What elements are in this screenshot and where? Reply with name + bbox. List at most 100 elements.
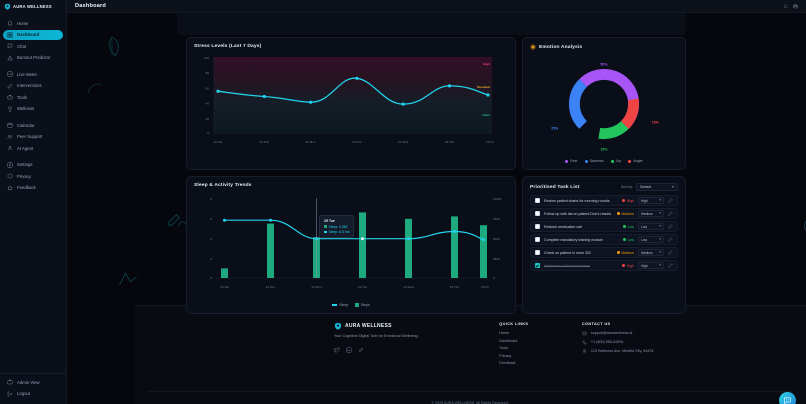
sidebar-label: Tools (17, 94, 28, 100)
priority-select[interactable]: High ▾ (638, 197, 664, 204)
sidebar-item-feedback[interactable]: Feedback (3, 183, 63, 193)
sidebar-item-logout[interactable]: Logout (3, 389, 63, 399)
table-row[interactable]: Restock medication cart Low Low ▾ (530, 221, 678, 232)
users-icon (7, 134, 13, 140)
task-name: Follow up with lab on patient Doe's resu… (544, 211, 612, 216)
sidebar-item-peer-support[interactable]: Peer Support (3, 132, 63, 142)
sidebar-item-live-meter[interactable]: Live Meter (3, 69, 63, 79)
svg-text:25 Thu: 25 Thu (445, 140, 455, 144)
task-checkbox[interactable] (535, 198, 540, 203)
edit-icon[interactable] (668, 211, 673, 216)
svg-text:50%: 50% (600, 63, 608, 67)
chat-assistant-button[interactable] (779, 392, 796, 404)
table-row[interactable]: Administer 9 AM medications High High ▾ (530, 260, 678, 271)
task-checkbox[interactable] (535, 250, 540, 255)
mail-icon (582, 331, 587, 336)
footer-contact-text: 123 Wellness Ave, Mindful City, 94478 (590, 349, 654, 353)
edit-icon[interactable] (668, 198, 673, 203)
legend-item[interactable]: Steps (355, 303, 370, 307)
priority-select[interactable]: Medium ▾ (638, 210, 664, 217)
footer-socials (334, 347, 499, 353)
footer-contact-phone[interactable]: +1 (800) 555-AURA (582, 340, 726, 345)
topbar: Dashboard (67, 0, 806, 13)
legend-item[interactable]: Joy (610, 159, 621, 163)
priority-select[interactable]: Low ▾ (638, 236, 664, 243)
footer-brand[interactable]: AURA WELLNESS (334, 322, 499, 330)
task-checkbox[interactable] (535, 211, 540, 216)
table-row[interactable]: Complete mandatory training module Low L… (530, 234, 678, 245)
tooltip-text: Sleep: 6.5 hrs (328, 230, 350, 234)
edit-icon[interactable] (668, 224, 673, 229)
edit-icon[interactable] (668, 250, 673, 255)
priority-select[interactable]: Low ▾ (638, 223, 664, 230)
edit-icon[interactable] (668, 237, 673, 242)
table-row[interactable]: Review patient charts for morning rounds… (530, 195, 678, 206)
footer-contact-address[interactable]: 123 Wellness Ave, Mindful City, 94478 (582, 349, 726, 354)
bell-icon[interactable] (783, 3, 788, 9)
tooltip-row: Sleep: 6.5 hrs (324, 230, 349, 234)
link-icon[interactable] (358, 347, 364, 353)
sidebar-item-burnout-predictor[interactable]: Burnout Predictor (3, 53, 63, 63)
bar-steps (405, 218, 412, 278)
linkedin-icon[interactable] (346, 347, 352, 353)
footer-link-tools[interactable]: Tools (499, 346, 508, 350)
sort-by-select[interactable]: Default ▾ (636, 183, 678, 191)
svg-text:20 Sat: 20 Sat (214, 140, 223, 144)
footer-link-home[interactable]: Home (499, 331, 510, 335)
svg-text:26 Fri: 26 Fri (481, 285, 489, 289)
table-row[interactable]: Follow up with lab on patient Doe's resu… (530, 208, 678, 219)
sidebar-item-admin-view[interactable]: Admin View (3, 377, 63, 387)
chevron-down-icon: ▾ (659, 210, 661, 215)
footer-contact-heading: CONTACT US (581, 322, 611, 326)
sidebar-item-calendar[interactable]: Calendar (3, 120, 63, 130)
topbar-actions (783, 3, 798, 9)
sidebar-item-settings[interactable]: Settings (3, 160, 63, 170)
priority-select[interactable]: High ▾ (638, 262, 664, 269)
avatar-icon[interactable] (793, 3, 798, 9)
sidebar-item-dashboard[interactable]: Dashboard (3, 29, 63, 40)
legend-item[interactable]: Sadness (584, 159, 604, 163)
priority-select[interactable]: Medium ▾ (638, 249, 664, 256)
task-checkbox[interactable] (535, 237, 540, 242)
sidebar-item-ai-agent[interactable]: AI Agent (3, 143, 63, 153)
sidebar-label: Chat (17, 43, 27, 49)
chat-bubble-icon (7, 43, 13, 49)
sort-by-label: Sort by: (620, 185, 633, 189)
sidebar-item-wellness[interactable]: Wellness (3, 104, 63, 114)
sidebar-item-interventions[interactable]: Interventions (3, 81, 63, 91)
legend-item[interactable]: Sleep (332, 303, 348, 307)
footer-link-feedback[interactable]: Feedback (499, 361, 516, 365)
home-icon (7, 20, 13, 26)
svg-text:15%: 15% (600, 147, 608, 151)
svg-text:0: 0 (493, 276, 495, 280)
sidebar-item-home[interactable]: Home (3, 18, 63, 28)
task-name: Administer 9 AM medications (544, 263, 591, 268)
edit-icon[interactable] (668, 263, 673, 268)
priority-badge: High (621, 264, 634, 268)
legend-label: Sadness (589, 159, 604, 163)
sidebar-item-privacy[interactable]: Privacy (3, 171, 63, 181)
legend-square-swatch (355, 303, 359, 307)
footer-contact-email[interactable]: support@aurawellness.ai (582, 331, 726, 336)
svg-text:60: 60 (206, 86, 210, 90)
brand[interactable]: AURA WELLNESS (0, 0, 66, 13)
bar-steps (221, 268, 228, 278)
table-row[interactable]: Check on patient in room 302 Medium Medi… (530, 247, 678, 258)
footer-link-dashboard[interactable]: Dashboard (499, 338, 518, 343)
svg-text:22 Mon: 22 Mon (311, 285, 321, 289)
task-checkbox[interactable] (535, 263, 540, 268)
svg-text:10000: 10000 (493, 197, 502, 201)
legend-item[interactable]: Anger (628, 159, 643, 163)
twitter-icon[interactable] (334, 347, 340, 353)
sidebar-item-chat[interactable]: Chat (3, 41, 63, 51)
footer-link-privacy[interactable]: Privacy (499, 353, 512, 358)
emotion-analysis-card: Emotion Analysis 50 (522, 37, 686, 170)
svg-text:7500: 7500 (493, 217, 500, 221)
sidebar: AURA WELLNESS Home Dashboard Chat (0, 0, 67, 404)
legend-item[interactable]: Fear (565, 159, 578, 163)
priority-dot (616, 212, 620, 215)
sidebar-item-tools[interactable]: Tools (3, 92, 63, 102)
gauge-icon (7, 71, 13, 77)
task-checkbox[interactable] (535, 224, 540, 229)
svg-text:0: 0 (210, 276, 212, 280)
